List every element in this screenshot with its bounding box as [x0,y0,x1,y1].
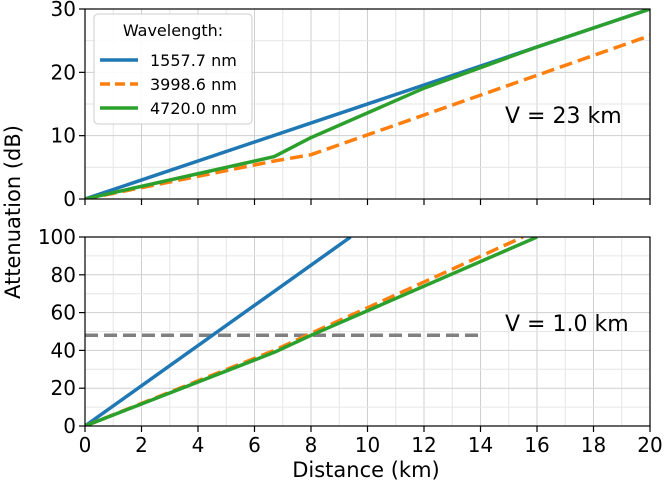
y-tick-label: 100 [38,225,76,249]
series-line-3998-6-nm [85,33,650,199]
series-line-4720-0-nm [85,9,650,199]
y-tick-label: 20 [51,376,76,400]
y-tick-label: 0 [63,187,76,211]
x-tick-label: 2 [135,433,148,457]
series-line-4720-0-nm [85,237,538,426]
top-panel: 0 10 20 30 V = 23 km [51,0,651,211]
series-line-1557-7-nm [85,237,352,426]
x-tick-label: 18 [581,433,606,457]
x-axis-label: Distance (km) [292,458,440,482]
y-tick-label: 20 [51,60,76,84]
bottom-panel: 0 20 40 60 80 100 0 2 4 6 8 10 12 14 16 18 20 V = 1.0 km [38,225,663,457]
visibility-annotation: V = 1.0 km [505,312,629,337]
x-tick-label: 4 [192,433,205,457]
visibility-annotation: V = 23 km [505,104,622,129]
y-tick-label: 0 [63,414,76,438]
legend-entry: 3998.6 nm [150,75,237,94]
y-tick-label: 10 [51,124,76,148]
x-tick-label: 20 [637,433,662,457]
x-tick-label: 0 [79,433,92,457]
y-tick-label: 80 [51,263,76,287]
legend-entry: 4720.0 nm [150,99,237,118]
legend-box [93,13,253,125]
y-tick-label: 30 [51,0,76,21]
x-tick-label: 12 [411,433,436,457]
x-tick-label: 6 [248,433,261,457]
y-tick-label: 60 [51,301,76,325]
x-tick-label: 14 [468,433,493,457]
y-tick-label: 40 [51,338,76,362]
legend: Wavelength: 1557.7 nm 3998.6 nm 4720.0 nm [93,13,253,125]
x-tick-label: 10 [355,433,380,457]
x-tick-label: 8 [305,433,318,457]
legend-entry: 1557.7 nm [150,51,237,70]
legend-title: Wavelength: [123,21,223,40]
x-tick-label: 16 [524,433,549,457]
y-axis-label: Attenuation (dB) [1,125,25,299]
